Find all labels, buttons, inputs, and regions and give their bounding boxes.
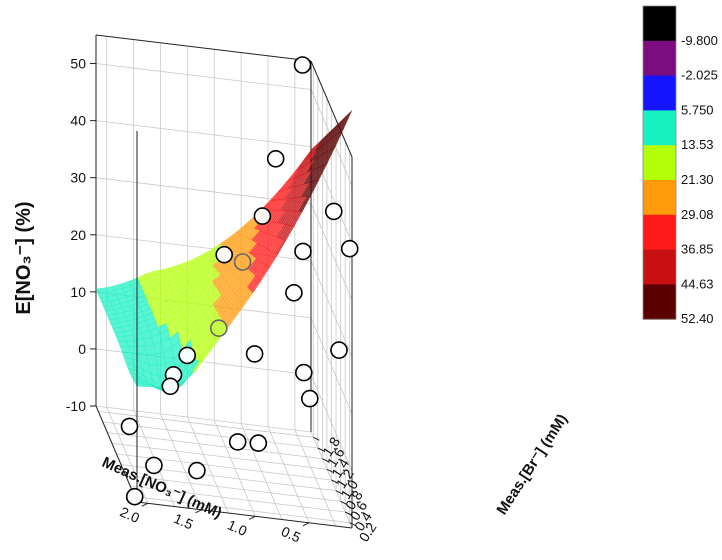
data-point [188, 461, 206, 480]
colorbar-swatch [643, 145, 676, 181]
data-point [340, 239, 359, 258]
data-point [161, 377, 180, 396]
colorbar-label: 36.85 [681, 242, 714, 257]
data-point [285, 283, 303, 302]
y-axis-title: Meas.[Br⁻] (mM) [493, 411, 571, 518]
data-point [294, 242, 312, 261]
data-point [245, 345, 264, 363]
front-frame [95, 131, 353, 529]
z-tick-label: 50 [70, 56, 86, 72]
data-point [324, 202, 343, 221]
x-axis-ticks: 0.5 1.0 1.5 2.0 [118, 502, 310, 546]
colorbar-label: 44.63 [681, 276, 714, 291]
colorbar-swatch [643, 6, 676, 42]
data-point [145, 456, 163, 475]
colorbar-label: 21.30 [681, 172, 714, 187]
z-tick-label: 40 [70, 113, 86, 129]
data-point [294, 363, 313, 382]
data-point [330, 341, 348, 359]
data-point [300, 389, 319, 408]
data-point [178, 346, 196, 365]
z-tick-label: 10 [70, 284, 86, 300]
data-point [233, 253, 252, 271]
data-point [228, 433, 247, 451]
data-points [120, 56, 359, 506]
data-point [266, 150, 285, 168]
colorbar-label: -9.800 [681, 33, 718, 48]
z-tick-label: 30 [70, 170, 86, 186]
x-tick-label: 1.5 [171, 510, 195, 533]
data-point [120, 417, 139, 436]
colorbar-swatch [643, 214, 676, 251]
colorbar-label: 13.53 [681, 137, 714, 152]
data-point [293, 56, 312, 74]
data-point [210, 319, 228, 338]
colorbar-swatch [643, 110, 676, 146]
z-tick-label: 0 [78, 341, 86, 357]
data-point [125, 487, 144, 506]
colorbar-swatch [643, 75, 676, 111]
x-tick-label: 1.0 [225, 516, 249, 539]
colorbar-label: 52.40 [681, 311, 714, 326]
colorbar: -9.800 -2.025 5.750 13.53 21.30 29.08 36.85 44.… [642, 5, 718, 326]
data-point [249, 434, 268, 452]
colorbar-swatch [643, 180, 676, 216]
colorbar-swatch [643, 40, 676, 77]
x-tick-label: 0.5 [279, 523, 303, 546]
colorbar-swatch [643, 284, 676, 320]
z-tick-label: -10 [66, 398, 86, 414]
z-axis-title: E[NO₃⁻] (%) [13, 201, 35, 314]
colorbar-swatch [643, 249, 676, 285]
data-point [215, 245, 233, 264]
data-point [253, 207, 272, 225]
colorbar-label: 5.750 [681, 102, 714, 117]
z-tick-label: 20 [70, 227, 86, 243]
colorbar-label: -2.025 [681, 68, 718, 83]
z-axis-ticks: -10 0 10 20 30 40 50 [66, 56, 96, 414]
x-tick-label: 2.0 [118, 503, 142, 526]
colorbar-label: 29.08 [681, 207, 714, 222]
